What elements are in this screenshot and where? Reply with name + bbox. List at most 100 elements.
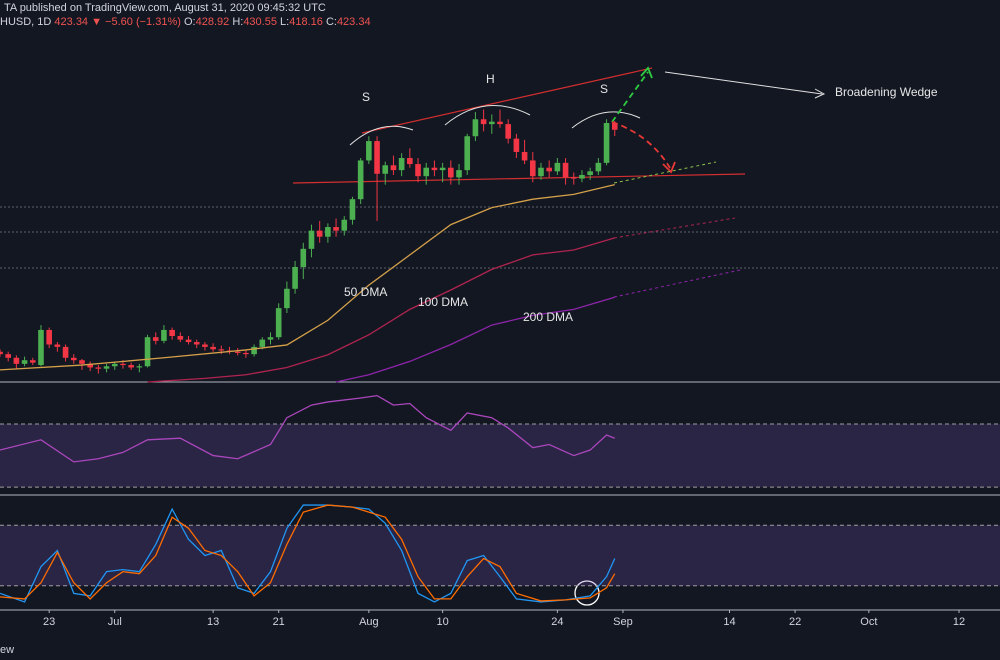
candle-body [398,158,405,171]
candle-body [374,141,380,174]
candle-body [505,124,511,139]
candle-body [103,366,110,369]
x-tick-label: 13 [207,616,219,628]
candle-body [120,363,126,366]
candle-body [185,339,192,343]
change: ▼ −5.60 (−1.31%) [91,16,181,28]
high-label: H: [232,16,243,28]
series-line [0,504,616,602]
candle-body [480,119,487,125]
close-label: C: [326,16,337,28]
candle-body [161,329,167,341]
candle-body [587,171,593,175]
candle-body [603,123,610,163]
series-label: 200 DMA [523,310,573,324]
header-quote: HUSD, 1D 423.34 ▼ −5.60 (−1.31%) O:428.9… [0,16,371,28]
candle-body [546,167,552,172]
candle-body [316,230,323,237]
candle-body [234,351,241,353]
candle-body [259,339,266,347]
projection-line [613,269,741,298]
candle-body [333,227,339,231]
footer: ew [0,644,14,656]
candle-body [218,349,225,351]
candle-body [70,357,77,361]
x-tick-label: 23 [43,616,55,628]
candle-body [423,167,430,177]
candle-body [325,227,331,237]
candle-body [439,167,446,171]
x-tick-label: 21 [273,616,285,628]
series-line [335,296,615,383]
series-line [0,184,615,371]
band-fill [0,424,1000,488]
wedge-line [361,67,653,134]
candle-body [611,123,618,130]
layout [0,66,1000,611]
candle-body [579,174,585,179]
close: 423.34 [337,16,371,28]
head-arc [444,105,531,126]
low-label: L: [280,16,289,28]
candle-body [251,346,257,355]
wedge-line [292,173,746,184]
candle-body [562,162,569,178]
arrow-head [814,88,826,99]
series-line [0,394,615,463]
candle-body [284,288,290,309]
candle-body [243,352,249,355]
bear-arrow [611,121,671,169]
candle-body [5,354,11,358]
x-tick-label: Oct [860,616,877,628]
candle-body [554,162,561,172]
candle-body [431,167,438,171]
candle-body [202,344,208,347]
candle-body [456,170,462,178]
candle-body [521,151,528,161]
x-tick-label: 14 [723,616,735,628]
candle-body [390,165,397,171]
candle-body [136,366,143,368]
candle-body [357,160,364,200]
candle-body [489,121,495,125]
candle-body [29,360,36,363]
candle-body [341,219,348,231]
candle-body [21,360,28,364]
candle-body [464,136,471,171]
candle-body [513,138,520,152]
shoulder-arc [349,125,414,146]
open: 428.92 [196,16,230,28]
candle-body [407,158,413,165]
candle-body [169,329,175,336]
candle-body [210,346,216,350]
open-label: O: [184,16,196,28]
candle-body [54,344,61,347]
candle-body [595,162,602,172]
x-tick-label: 24 [551,616,563,628]
candle-body [79,360,85,364]
x-tick-label: 22 [789,616,801,628]
projection-line [613,161,717,184]
high: 430.55 [243,16,277,28]
arrow-head [640,66,653,79]
candle-body [0,351,3,355]
candle-body [13,357,20,364]
candle-body [448,167,454,178]
candle-body [308,230,315,249]
candle-body [300,248,307,267]
bull-arrow [611,71,649,123]
candle-body [38,329,44,366]
candle-body [87,363,93,368]
candle-body [62,346,69,358]
candle-body [349,199,356,220]
candle-body [570,177,577,179]
series-label: 100 DMA [418,295,468,309]
candle-body [144,337,151,367]
x-tick-label: Aug [359,616,379,628]
candle-body [46,329,52,345]
shoulder-arc [571,111,641,129]
candle-body [128,365,134,368]
candle-body [177,335,184,340]
